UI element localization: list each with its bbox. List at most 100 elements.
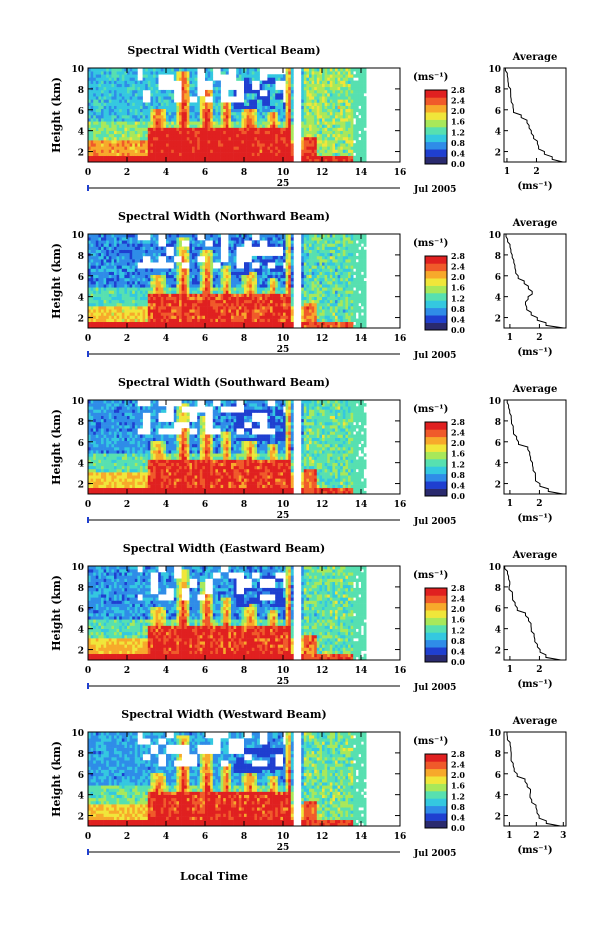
- heatmap-cell: [88, 68, 91, 72]
- heatmap-cell: [95, 274, 99, 279]
- heatmap-cell: [116, 136, 120, 141]
- heatmap-cell: [98, 102, 102, 106]
- heatmap-cell: [163, 312, 167, 316]
- heatmap-cell: [90, 237, 94, 241]
- heatmap-cell: [189, 290, 193, 294]
- heatmap-cell: [348, 77, 351, 81]
- heatmap-cell: [277, 296, 281, 301]
- heatmap-cell: [335, 80, 338, 84]
- heatmap-cell: [327, 105, 331, 110]
- heatmap-cell: [210, 315, 214, 319]
- heatmap-cell: [257, 149, 260, 153]
- heatmap-cell: [155, 277, 159, 282]
- heatmap-cell: [160, 99, 164, 103]
- heatmap-cell: [101, 80, 104, 84]
- heatmap-cell: [322, 108, 325, 113]
- heatmap-cell: [186, 274, 190, 279]
- heatmap-cell: [238, 321, 242, 326]
- heatmap-cell: [270, 118, 273, 122]
- heatmap-cell: [106, 262, 110, 266]
- heatmap-cell: [225, 121, 229, 125]
- heatmap-cell: [189, 321, 193, 326]
- heatmap-cell: [145, 309, 149, 313]
- heatmap-cell: [329, 136, 333, 141]
- heatmap-cell: [228, 136, 232, 141]
- heatmap-cell: [246, 155, 250, 160]
- heatmap-cell: [179, 149, 182, 153]
- heatmap-cell: [116, 324, 120, 329]
- heatmap-cell: [160, 293, 164, 297]
- heatmap-cell: [147, 155, 151, 160]
- heatmap-cell: [309, 130, 312, 135]
- heatmap-cell: [244, 74, 247, 78]
- heatmap-cell: [142, 68, 146, 72]
- heatmap-cell: [111, 274, 115, 279]
- heatmap-cell: [153, 102, 156, 106]
- heatmap-cell: [223, 299, 227, 304]
- heatmap-cell: [241, 321, 245, 326]
- heatmap-cell: [207, 324, 211, 329]
- heatmap-cell: [197, 299, 201, 304]
- heatmap-cell: [332, 86, 336, 91]
- heatmap-cell: [129, 309, 133, 313]
- heatmap-cell: [345, 111, 349, 116]
- heatmap-cell: [220, 158, 224, 163]
- heatmap-cell: [342, 155, 346, 160]
- heatmap-cell: [186, 130, 190, 135]
- heatmap-cell: [277, 140, 281, 144]
- heatmap-cell: [288, 68, 292, 72]
- heatmap-cell: [106, 243, 110, 247]
- heatmap-cell: [134, 83, 138, 88]
- heatmap-cell: [181, 259, 185, 263]
- heatmap-cell: [342, 74, 346, 78]
- heatmap-cell: [132, 265, 136, 269]
- heatmap-cell: [127, 124, 130, 128]
- heatmap-cell: [140, 130, 143, 135]
- heatmap-cell: [142, 306, 146, 310]
- colorbar-tick-label: 0.4: [451, 148, 465, 158]
- heatmap-cell: [93, 130, 97, 135]
- heatmap-cell: [316, 130, 320, 135]
- heatmap-cell: [189, 149, 193, 153]
- heatmap-cell: [153, 133, 156, 138]
- heatmap-cell: [215, 240, 219, 244]
- heatmap-cell: [309, 99, 312, 103]
- heatmap-cell: [145, 252, 149, 257]
- heatmap-cell: [306, 136, 310, 141]
- heatmap-cell: [181, 296, 185, 301]
- heatmap-cell: [272, 74, 276, 78]
- heatmap-cell: [145, 118, 149, 122]
- heatmap-cell: [142, 246, 146, 250]
- heatmap-cell: [124, 143, 128, 147]
- heatmap-cell: [277, 105, 281, 110]
- heatmap-cell: [173, 234, 177, 238]
- heatmap-cell: [199, 240, 203, 244]
- colorbar-swatch: [425, 97, 447, 106]
- heatmap-cell: [205, 77, 208, 81]
- heatmap-cell: [158, 318, 162, 323]
- heatmap-cell: [129, 115, 133, 119]
- heatmap-cell: [316, 102, 320, 106]
- heatmap-cell: [231, 277, 234, 282]
- heatmap-cell: [179, 152, 182, 157]
- heatmap-cell: [207, 271, 211, 276]
- heatmap-cell: [238, 281, 242, 285]
- y-tick-label: 6: [78, 107, 84, 117]
- heatmap-cell: [228, 146, 232, 150]
- heatmap-cell: [254, 274, 258, 279]
- heatmap-cell: [267, 281, 271, 285]
- heatmap-cell: [280, 259, 284, 263]
- heatmap-cell: [129, 108, 133, 113]
- heatmap-cell: [212, 252, 216, 257]
- heatmap-cell: [140, 290, 143, 294]
- heatmap-cell: [171, 302, 175, 307]
- heatmap-cell: [95, 296, 99, 301]
- heatmap-cell: [301, 115, 305, 119]
- heatmap-cell: [171, 293, 175, 297]
- heatmap-cell: [121, 306, 125, 310]
- heatmap-cell: [358, 89, 362, 94]
- heatmap-cell: [173, 124, 177, 128]
- heatmap-cell: [134, 293, 138, 297]
- heatmap-cell: [186, 290, 190, 294]
- heatmap-cell: [277, 299, 281, 304]
